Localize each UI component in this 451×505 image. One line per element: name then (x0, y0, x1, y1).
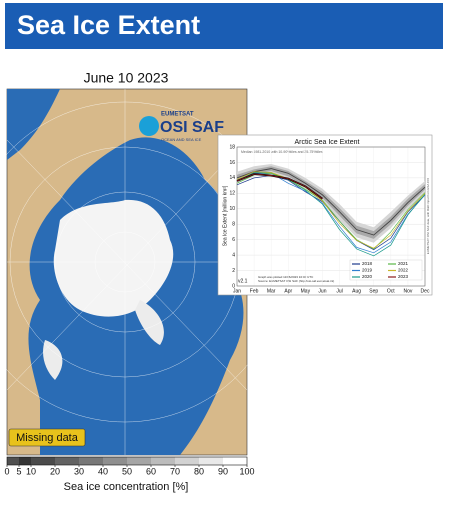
legend-label: 2022 (398, 268, 409, 273)
header-bar (5, 3, 443, 49)
legend-label: 2021 (398, 261, 409, 266)
legend-box (349, 259, 423, 281)
y-axis-label: Sea Ice Extent [million km²] (222, 185, 228, 246)
colorbar-segment (55, 457, 79, 465)
logo-name: OSI SAF (160, 119, 224, 136)
note: Source: EUMETSAT OSI SAF (http://osi-saf… (258, 279, 334, 283)
y-tick-label: 10 (229, 206, 235, 212)
x-tick-label: Nov (403, 288, 412, 294)
colorbar-segment (103, 457, 127, 465)
colorbar-tick-label: 90 (218, 466, 228, 476)
colorbar-tick-label: 40 (98, 466, 108, 476)
y-tick-label: 6 (232, 237, 235, 243)
sea-ice (43, 300, 164, 380)
chart-title: Arctic Sea Ice Extent (295, 139, 360, 146)
y-tick-label: 14 (229, 175, 235, 181)
colorbar-tick-label: 80 (194, 466, 204, 476)
y-tick-label: 16 (229, 160, 235, 166)
y-tick-label: 4 (232, 252, 235, 258)
logo-org: EUMETSAT (161, 112, 194, 118)
x-tick-label: Jan (233, 288, 241, 294)
x-tick-label: May (301, 288, 311, 294)
colorbar-label: Sea ice concentration [%] (64, 481, 189, 493)
sea-ice (53, 199, 174, 317)
colorbar-segment (19, 457, 31, 465)
series-line (236, 171, 426, 249)
y-tick-label: 0 (232, 283, 235, 289)
legend-label: 2019 (362, 268, 373, 273)
header-title: Sea Ice Extent (17, 10, 200, 40)
colorbar-tick-label: 5 (16, 466, 21, 476)
colorbar-tick-label: 100 (239, 466, 254, 476)
x-tick-label: Jul (336, 288, 342, 294)
legend-label: 2023 (398, 274, 409, 279)
legend-label: 2018 (362, 261, 373, 266)
series-line (236, 173, 323, 200)
x-tick-label: Sep (369, 288, 378, 294)
series-line (236, 172, 426, 250)
y-tick-label: 18 (229, 144, 235, 150)
plot-frame (236, 146, 426, 287)
chart-subtitle: Median 1981-2010 with 10-90%tiles and 25… (241, 150, 323, 154)
colorbar-segment (79, 457, 103, 465)
colorbar: 0 5 10 20 30 40 50 60 70 80 90 100 (4, 456, 255, 476)
colorbar-tick-label: 30 (74, 466, 84, 476)
map-title: June 10 2023 (84, 70, 169, 86)
percentile-band (237, 166, 425, 239)
note: Graph was plotted 11/06/2023 10:02 UTC (258, 275, 314, 279)
colorbar-segment (127, 457, 151, 465)
side-note: EUMETSAT OSI SAF data, with R&D input fr… (426, 178, 430, 255)
colorbar-segment (7, 457, 19, 465)
colorbar-tick-label: 50 (122, 466, 132, 476)
colorbar-tick-label: 20 (50, 466, 60, 476)
colorbar-tick-label: 0 (4, 466, 9, 476)
colorbar-frame (6, 456, 248, 466)
colorbar-segment (151, 457, 175, 465)
colorbar-segment (31, 457, 55, 465)
colorbar-tick-label: 10 (26, 466, 36, 476)
map: EUMETSAT OSI SAF OCEAN AND SEA ICE Missi… (0, 88, 286, 456)
y-tick-label: 2 (232, 268, 235, 274)
x-tick-label: Feb (250, 288, 259, 294)
ocean (7, 89, 60, 160)
y-tick-label: 8 (232, 222, 235, 228)
x-tick-label: Mar (267, 288, 276, 294)
colorbar-tick-label: 70 (170, 466, 180, 476)
colorbar-segment (223, 457, 247, 465)
colorbar-segment (175, 457, 199, 465)
legend-label: 2020 (362, 274, 373, 279)
colorbar-tick-label: 60 (146, 466, 156, 476)
colorbar-segment (199, 457, 223, 465)
x-tick-label: Aug (352, 288, 361, 294)
logo-tagline: OCEAN AND SEA ICE (161, 137, 202, 142)
logo-icon (139, 116, 159, 136)
median-line (236, 168, 426, 236)
missing-box (8, 428, 86, 447)
y-tick-label: 12 (229, 191, 235, 197)
x-tick-label: Jun (318, 288, 326, 294)
x-tick-label: Dec (421, 288, 430, 294)
inset-chart: Arctic Sea Ice Extent Median 1981-2010 w… (217, 134, 433, 296)
missing-label: Missing data (16, 432, 79, 444)
x-tick-label: Oct (387, 288, 395, 294)
x-tick-label: Apr (284, 288, 292, 294)
version: v2.1 (238, 278, 248, 284)
